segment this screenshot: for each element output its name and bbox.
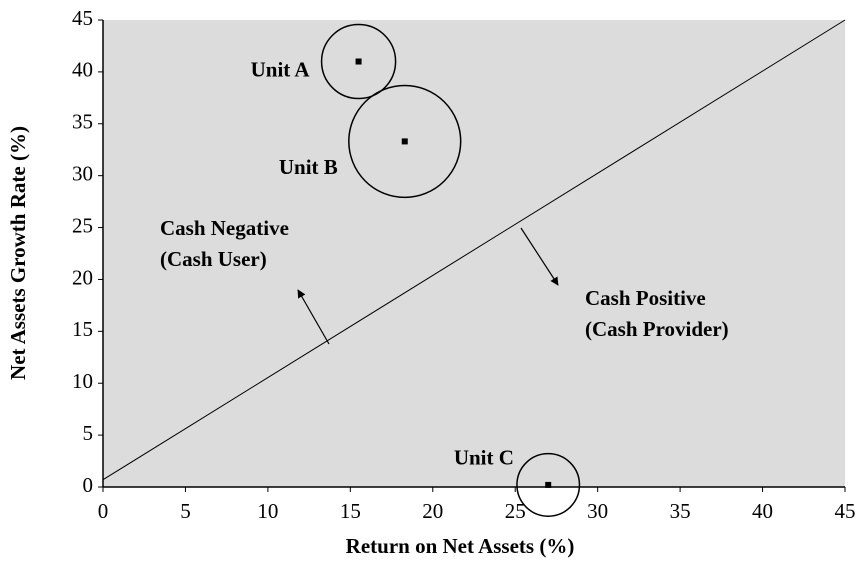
reference-line — [102, 19, 846, 481]
y-tick-label: 25 — [72, 213, 93, 237]
point — [355, 58, 362, 65]
y-tick-label: 0 — [83, 473, 94, 497]
x-tick-label: 25 — [505, 499, 526, 523]
x-tick-label: 10 — [257, 499, 278, 523]
point-label: Unit B — [279, 155, 338, 179]
x-tick-label: 40 — [752, 499, 773, 523]
annotation: (Cash Provider) — [585, 317, 729, 341]
x-tick-label: 35 — [670, 499, 691, 523]
bubble — [516, 452, 581, 517]
x-tick-label: 15 — [340, 499, 361, 523]
annotation: Cash Positive — [585, 286, 706, 310]
plot-area — [103, 20, 845, 487]
x-axis-title: Return on Net Assets (%) — [346, 534, 575, 558]
y-tick-label: 45 — [72, 6, 93, 30]
x-tick-label: 0 — [98, 499, 109, 523]
x-tick-label: 20 — [422, 499, 443, 523]
bubble — [320, 23, 397, 100]
arrow — [520, 227, 559, 286]
arrow — [297, 289, 330, 345]
y-axis-title: Net Assets Growth Rate (%) — [6, 126, 30, 380]
point — [401, 138, 408, 145]
x-tick-label: 30 — [587, 499, 608, 523]
annotation: (Cash User) — [160, 247, 267, 271]
x-tick-label: 45 — [835, 499, 856, 523]
y-tick-label: 15 — [72, 317, 93, 341]
y-tick-label: 5 — [83, 421, 94, 445]
point-label: Unit C — [454, 446, 514, 470]
y-tick-label: 30 — [72, 161, 93, 185]
y-tick-label: 40 — [72, 58, 93, 82]
point — [545, 481, 552, 488]
y-tick-label: 20 — [72, 265, 93, 289]
y-tick-label: 35 — [72, 110, 93, 134]
annotation: Cash Negative — [160, 216, 289, 240]
y-tick-label: 10 — [72, 369, 93, 393]
x-tick-label: 5 — [180, 499, 191, 523]
bubble — [348, 84, 462, 199]
point-label: Unit A — [251, 57, 311, 81]
